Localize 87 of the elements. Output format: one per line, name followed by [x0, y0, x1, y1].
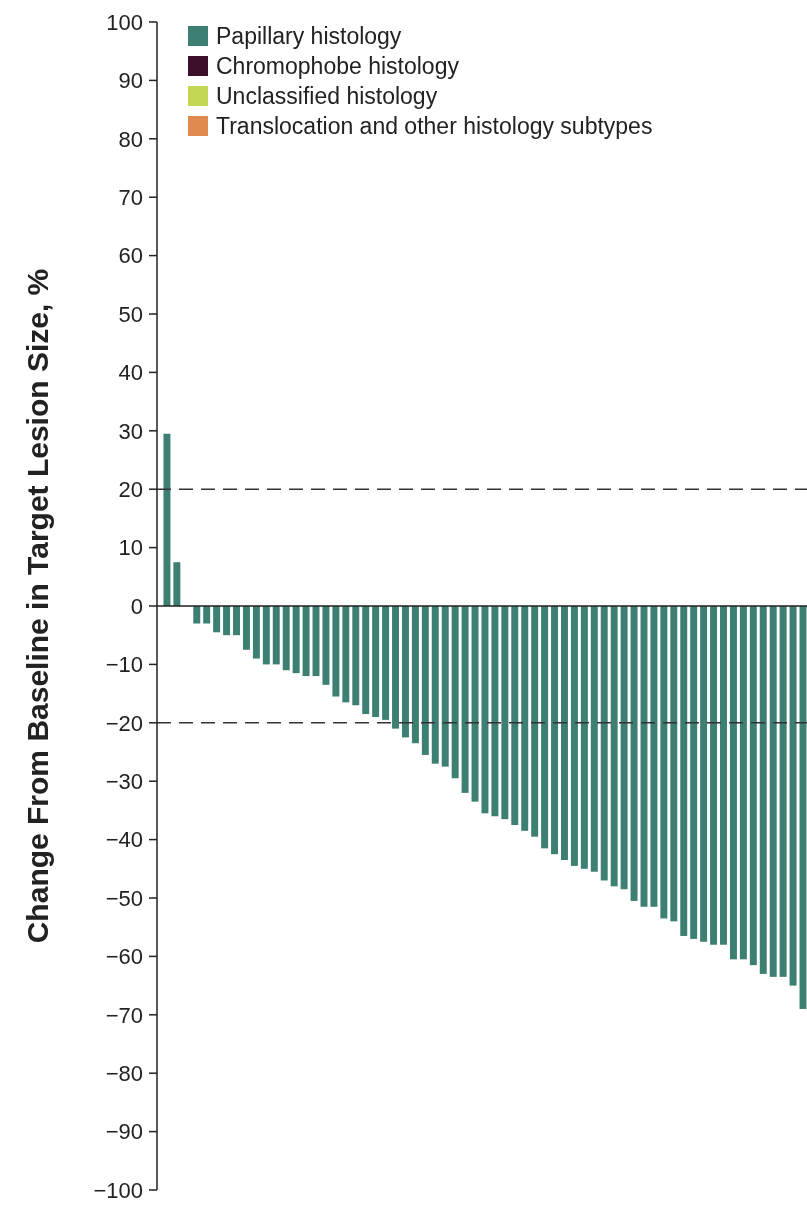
bar: [610, 606, 618, 887]
bar: [739, 606, 747, 960]
bar: [332, 606, 340, 697]
y-tick-label: −70: [105, 1002, 143, 1028]
bar: [362, 606, 370, 715]
bar: [372, 606, 380, 717]
bar: [441, 606, 449, 767]
y-tick-label: −80: [105, 1060, 143, 1086]
bar: [531, 606, 539, 837]
bar: [580, 606, 588, 869]
y-tick-label: −60: [105, 944, 143, 970]
bar: [352, 606, 360, 706]
legend-label: Chromophobe histology: [216, 53, 460, 80]
bar: [213, 606, 221, 633]
bar: [561, 606, 568, 861]
y-tick-label: 20: [118, 476, 143, 502]
bar: [789, 606, 797, 986]
bar: [392, 606, 399, 729]
y-tick-label: 30: [118, 418, 143, 444]
bar: [272, 606, 280, 665]
y-tick-label: 70: [118, 184, 143, 210]
y-tick-label: 80: [118, 126, 143, 152]
bar: [262, 606, 270, 665]
y-tick-label: −90: [105, 1119, 143, 1145]
legend-label: Translocation and other histology subtypes: [216, 113, 653, 140]
bar: [541, 606, 549, 849]
legend-label: Papillary histology: [216, 23, 402, 50]
y-tick-label: −50: [105, 885, 143, 911]
bar: [491, 606, 499, 817]
bar: [342, 606, 350, 703]
bar: [233, 606, 240, 636]
bar: [769, 606, 777, 977]
y-tick-label: 0: [130, 593, 143, 619]
y-tick-label: −20: [105, 710, 143, 736]
bar: [680, 606, 688, 936]
bar: [203, 606, 211, 624]
legend-label: Unclassified histology: [216, 83, 438, 110]
bar: [620, 606, 628, 890]
bar: [382, 606, 390, 720]
bar: [302, 606, 310, 677]
bar: [700, 606, 708, 942]
bar: [551, 606, 559, 855]
bar: [501, 606, 509, 820]
y-tick-label: −100: [93, 1177, 143, 1203]
y-tick-label: 100: [106, 9, 143, 35]
bar: [630, 606, 638, 901]
y-tick-label: −30: [105, 768, 143, 794]
bar: [690, 606, 698, 939]
bar: [471, 606, 479, 802]
bar: [660, 606, 668, 919]
bar: [521, 606, 529, 831]
bar: [779, 606, 787, 977]
y-tick-label: 90: [118, 68, 143, 94]
bar: [223, 606, 231, 636]
bar: [511, 606, 519, 825]
bar: [173, 562, 181, 606]
y-tick-label: −40: [105, 827, 143, 853]
bar: [451, 606, 459, 779]
bar: [710, 606, 718, 945]
bar: [670, 606, 678, 922]
y-axis-title: Change From Baseline in Target Lesion Size, %: [21, 268, 54, 944]
bar: [282, 606, 290, 671]
bar: [401, 606, 409, 738]
bar: [749, 606, 757, 966]
bar: [650, 606, 658, 907]
bar: [729, 606, 737, 960]
y-tick-label: −10: [105, 652, 143, 678]
bar: [163, 433, 171, 606]
bar: [193, 606, 201, 624]
y-tick-label: 50: [118, 301, 143, 327]
bar: [421, 606, 429, 755]
bar: [242, 606, 250, 650]
bar: [759, 606, 767, 974]
bar: [590, 606, 598, 872]
y-tick-label: 40: [118, 360, 143, 386]
bar: [481, 606, 489, 814]
bar: [720, 606, 727, 945]
bar: [322, 606, 330, 685]
bar: [292, 606, 300, 674]
bar: [461, 606, 469, 793]
bar: [252, 606, 260, 659]
bar: [411, 606, 419, 744]
y-tick-label: 10: [118, 535, 143, 561]
bar: [570, 606, 578, 866]
bar: [600, 606, 608, 881]
y-tick-label: 60: [118, 243, 143, 269]
bar: [431, 606, 439, 764]
